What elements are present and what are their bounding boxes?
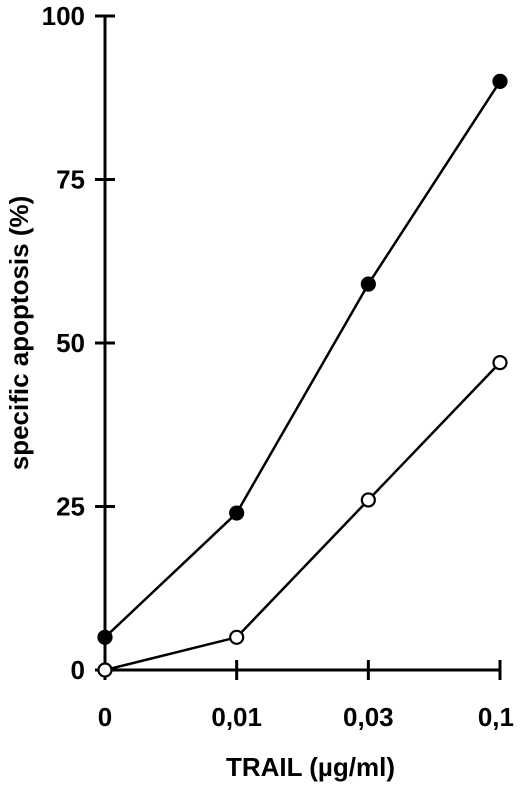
filled-point <box>229 505 245 521</box>
series-layer <box>97 73 508 678</box>
x-tick-label: 0,01 <box>211 702 262 732</box>
series-2 <box>97 355 508 678</box>
filled-point <box>492 73 508 90</box>
x-tick-label: 0 <box>98 702 112 732</box>
x-tick-label: 0,1 <box>478 702 514 732</box>
y-tick-label: 75 <box>56 165 85 195</box>
y-tick-label: 25 <box>56 492 85 522</box>
filled-point <box>360 276 376 292</box>
series-line <box>104 80 502 639</box>
y-tick-label: 0 <box>71 655 85 685</box>
x-ticks: 0 0,01 0,03 0,1 <box>98 660 514 732</box>
axes <box>103 16 500 672</box>
series-1 <box>97 73 508 645</box>
x-tick-label: 0,03 <box>343 702 394 732</box>
open-point <box>360 492 376 508</box>
series-line <box>104 361 501 672</box>
y-tick-label: 50 <box>56 328 85 358</box>
y-axis-label: specific apoptosis (%) <box>4 196 34 471</box>
filled-point <box>97 629 113 645</box>
open-point <box>492 355 508 371</box>
y-ticks: 0 25 50 75 100 <box>42 1 115 685</box>
y-tick-label: 100 <box>42 1 85 31</box>
open-point <box>229 629 245 645</box>
x-axis-label: TRAIL (µg/ml) <box>226 752 395 782</box>
open-point <box>97 662 113 678</box>
